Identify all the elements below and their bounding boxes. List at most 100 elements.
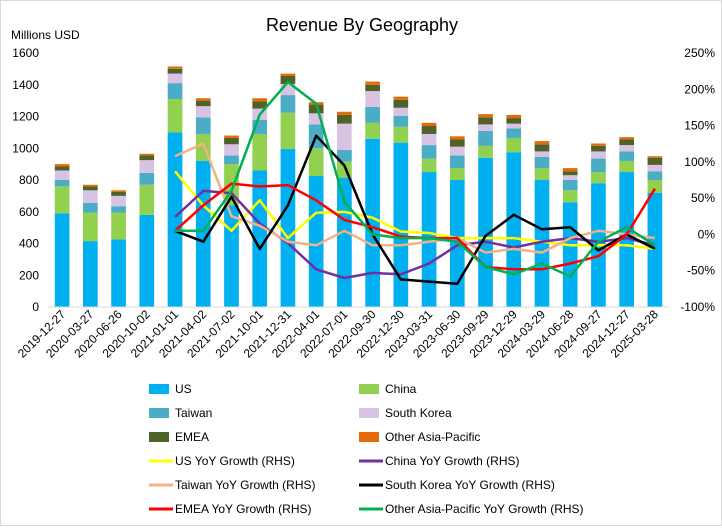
bar xyxy=(280,83,296,96)
bar xyxy=(506,114,522,119)
bar xyxy=(562,171,578,176)
bar xyxy=(111,195,126,207)
bar xyxy=(195,100,211,107)
legend-item-other-asia-pacific-yoy-growth-rhs: Other Asia-Pacific YoY Growth (RHS) xyxy=(359,502,584,516)
bar xyxy=(111,239,126,307)
legend-label: EMEA YoY Growth (RHS) xyxy=(175,502,312,516)
legend-label: Taiwan xyxy=(175,406,212,420)
bar xyxy=(449,139,465,147)
bar xyxy=(619,139,634,146)
x-axis: 2019-12-272020-03-272020-06-262020-10-02… xyxy=(15,306,669,361)
bar xyxy=(534,144,550,152)
bar xyxy=(619,145,634,152)
bar xyxy=(365,122,380,139)
bar xyxy=(534,180,550,307)
y-tick-label: 200 xyxy=(19,268,39,282)
bar xyxy=(393,142,409,307)
y-axis: 0 200 400 600 800 1000 1200 1400 1600 xyxy=(12,46,39,314)
bar xyxy=(421,133,437,146)
chart-title: Revenue By Geography xyxy=(266,15,458,35)
legend-item-emea-yoy-growth-rhs: EMEA YoY Growth (RHS) xyxy=(149,502,312,516)
bar xyxy=(139,172,155,185)
bar xyxy=(562,180,578,191)
legend: US China Taiwan South Korea EMEA Other Asia-P… xyxy=(149,382,584,516)
bar xyxy=(54,170,70,180)
bar xyxy=(562,190,578,203)
bar xyxy=(421,172,437,307)
bar xyxy=(83,186,98,191)
bar xyxy=(252,98,268,102)
bar xyxy=(562,202,578,307)
y-tick-label: 400 xyxy=(19,237,39,251)
legend-item-south-korea: South Korea xyxy=(359,406,452,420)
bar xyxy=(139,155,155,161)
legend-label: Other Asia-Pacific xyxy=(385,430,480,444)
bar xyxy=(591,145,606,152)
bar xyxy=(111,191,126,196)
bar xyxy=(280,95,296,113)
legend-swatch xyxy=(359,432,379,442)
line-south-korea-yoy-growth-rhs xyxy=(174,134,656,286)
line-china-yoy-growth-rhs xyxy=(174,189,656,280)
bar xyxy=(224,205,239,307)
bar xyxy=(478,130,493,146)
bar xyxy=(224,137,239,145)
bar xyxy=(167,132,183,307)
legend-item-other-asia-pacific: Other Asia-Pacific xyxy=(359,430,480,444)
legend-item-china-yoy-growth-rhs: China YoY Growth (RHS) xyxy=(359,454,520,468)
bar xyxy=(478,145,493,158)
bar xyxy=(139,184,155,215)
y2-axis: -100% -50% 0% 50% 100% 150% 200% 250% xyxy=(680,46,715,314)
bar xyxy=(252,133,268,171)
bar xyxy=(647,156,663,158)
line-series-group xyxy=(174,80,656,286)
bar xyxy=(167,83,183,100)
bar xyxy=(195,106,211,118)
bar xyxy=(365,84,380,92)
bar xyxy=(337,177,352,307)
legend-item-taiwan-yoy-growth-rhs: Taiwan YoY Growth (RHS) xyxy=(149,478,316,492)
bar xyxy=(83,212,98,242)
bar xyxy=(365,138,380,307)
legend-swatch xyxy=(149,384,169,394)
legend-item-emea: EMEA xyxy=(149,430,209,444)
legend-item-taiwan: Taiwan xyxy=(149,406,212,420)
legend-label: South Korea xyxy=(385,406,452,420)
bar xyxy=(449,146,465,156)
bar xyxy=(195,160,211,307)
bar xyxy=(478,114,493,118)
bar xyxy=(111,190,126,192)
bar xyxy=(54,180,70,187)
bar xyxy=(308,148,324,177)
bar xyxy=(195,117,211,134)
bar xyxy=(111,212,126,240)
bar xyxy=(506,152,522,307)
bar xyxy=(534,151,550,157)
bar xyxy=(647,180,663,193)
bar xyxy=(421,122,437,127)
legend-swatch xyxy=(149,408,169,418)
legend-item-us-yoy-growth-rhs: US YoY Growth (RHS) xyxy=(149,454,295,468)
y-axis-label: Millions USD xyxy=(11,28,80,42)
bar xyxy=(280,112,296,150)
y-tick-label: 1600 xyxy=(12,46,39,60)
bar xyxy=(647,157,663,165)
bar xyxy=(647,192,663,307)
y2-tick-label: 150% xyxy=(684,119,715,133)
bar xyxy=(83,184,98,187)
bar xyxy=(506,118,522,124)
bar xyxy=(506,128,522,138)
bar xyxy=(365,106,380,123)
legend-label: US xyxy=(175,382,192,396)
bar xyxy=(449,155,465,169)
bar xyxy=(139,153,155,156)
bar xyxy=(54,186,70,214)
bar xyxy=(393,96,409,100)
bar xyxy=(393,107,409,116)
bar xyxy=(83,190,98,204)
bar xyxy=(591,172,606,184)
bar-series-other-asia-pacific xyxy=(54,66,663,192)
y2-tick-label: 0% xyxy=(698,227,716,241)
bar xyxy=(393,99,409,108)
bar xyxy=(562,175,578,180)
